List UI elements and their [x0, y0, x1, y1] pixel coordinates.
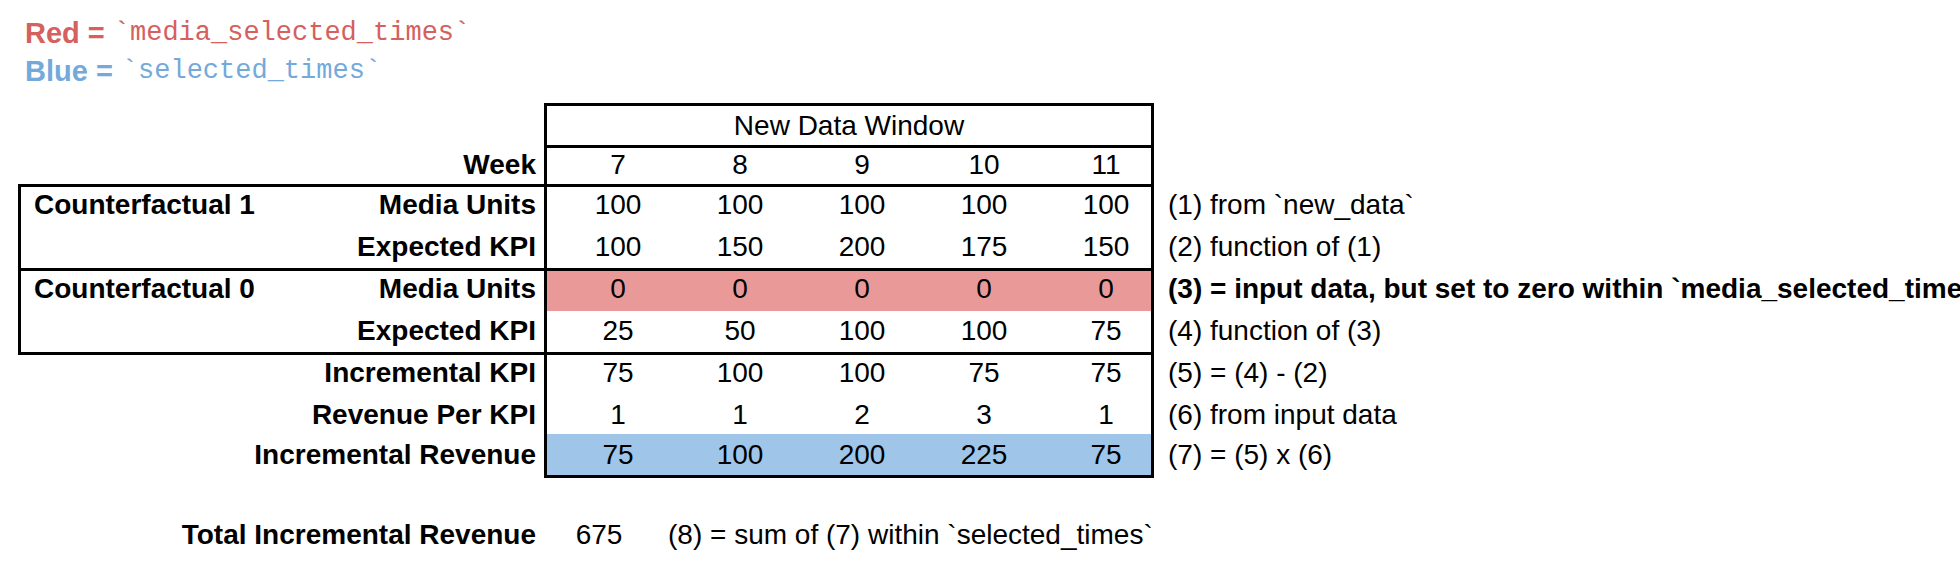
figure-canvas: Red = `media_selected_times` Blue = `sel… [0, 0, 1960, 574]
value-cell: 100 [544, 189, 666, 221]
total-label: Total Incremental Revenue [0, 519, 536, 551]
value-cell: 75 [1032, 439, 1154, 471]
value-cell: 100 [666, 439, 788, 471]
value-cell: 0 [910, 273, 1032, 305]
value-cell: 0 [788, 273, 910, 305]
table-row-expected-kpi-cf0: Expected KPI 25 50 100 100 75 (4) functi… [0, 310, 1960, 352]
row-label: Media Units [0, 189, 536, 221]
new-data-window-header: New Data Window [544, 106, 1154, 145]
row-annotation: (1) from `new_data` [1168, 189, 1414, 221]
value-cell: 75 [910, 357, 1032, 389]
week-header-cell: 7 [544, 149, 666, 181]
row-label: Revenue Per KPI [0, 399, 536, 431]
value-cell: 150 [1032, 231, 1154, 263]
table-row-incremental-revenue: Incremental Revenue 75 100 200 225 75 (7… [0, 434, 1960, 476]
table-row-incremental-kpi: Incremental KPI 75 100 100 75 75 (5) = (… [0, 352, 1960, 394]
week-header-cell: 11 [1032, 149, 1154, 181]
row-annotation: (4) function of (3) [1168, 315, 1381, 347]
row-cells: 0 0 0 0 0 [544, 273, 1154, 305]
row-annotation: (2) function of (1) [1168, 231, 1381, 263]
week-header-cell: 8 [666, 149, 788, 181]
value-cell: 75 [544, 439, 666, 471]
value-cell: 175 [910, 231, 1032, 263]
value-cell: 100 [788, 189, 910, 221]
total-row: Total Incremental Revenue 675 (8) = sum … [0, 514, 1960, 556]
row-annotation: (3) = input data, but set to zero within… [1168, 273, 1960, 305]
week-row-label: Week [0, 149, 536, 181]
week-header-cells: 7 8 9 10 11 [544, 149, 1154, 181]
value-cell: 200 [788, 231, 910, 263]
value-cell: 75 [1032, 315, 1154, 347]
table-row-expected-kpi-cf1: Expected KPI 100 150 200 175 150 (2) fun… [0, 226, 1960, 268]
total-value: 675 [544, 519, 654, 551]
value-cell: 200 [788, 439, 910, 471]
value-cell: 2 [788, 399, 910, 431]
legend-red-code: `media_selected_times` [114, 18, 470, 48]
value-cell: 100 [910, 189, 1032, 221]
row-annotation: (7) = (5) x (6) [1168, 439, 1332, 471]
row-cells: 100 150 200 175 150 [544, 231, 1154, 263]
row-cells: 75 100 100 75 75 [544, 357, 1154, 389]
value-cell: 100 [666, 189, 788, 221]
legend-red-line: Red = `media_selected_times` [25, 14, 470, 52]
value-cell: 1 [666, 399, 788, 431]
row-cells: 25 50 100 100 75 [544, 315, 1154, 347]
value-cell: 225 [910, 439, 1032, 471]
row-cells: 100 100 100 100 100 [544, 189, 1154, 221]
value-cell: 100 [788, 315, 910, 347]
value-cell: 100 [544, 231, 666, 263]
table-row-media-units-cf1: Media Units 100 100 100 100 100 (1) from… [0, 184, 1960, 226]
value-cell: 3 [910, 399, 1032, 431]
row-cells: 75 100 200 225 75 [544, 439, 1154, 471]
legend-blue-label: Blue = [25, 55, 113, 88]
week-header-row: Week 7 8 9 10 11 [0, 145, 1960, 184]
value-cell: 100 [1032, 189, 1154, 221]
row-label: Incremental Revenue [0, 439, 536, 471]
value-cell: 100 [910, 315, 1032, 347]
value-cell: 0 [666, 273, 788, 305]
value-cell: 25 [544, 315, 666, 347]
value-cell: 50 [666, 315, 788, 347]
value-cell: 150 [666, 231, 788, 263]
value-cell: 100 [666, 357, 788, 389]
row-annotation: (5) = (4) - (2) [1168, 357, 1327, 389]
value-cell: 100 [788, 357, 910, 389]
row-cells: 1 1 2 3 1 [544, 399, 1154, 431]
total-annotation: (8) = sum of (7) within `selected_times` [668, 519, 1153, 551]
row-label: Expected KPI [0, 231, 536, 263]
value-cell: 75 [544, 357, 666, 389]
row-label: Media Units [0, 273, 536, 305]
value-cell: 1 [544, 399, 666, 431]
legend: Red = `media_selected_times` Blue = `sel… [25, 14, 470, 90]
week-header-cell: 10 [910, 149, 1032, 181]
legend-blue-line: Blue = `selected_times` [25, 52, 470, 90]
legend-blue-code: `selected_times` [122, 56, 381, 86]
table-row-revenue-per-kpi: Revenue Per KPI 1 1 2 3 1 (6) from input… [0, 394, 1960, 436]
week-header-cell: 9 [788, 149, 910, 181]
value-cell: 0 [1032, 273, 1154, 305]
table-row-media-units-cf0: Media Units 0 0 0 0 0 (3) = input data, … [0, 268, 1960, 310]
row-label: Incremental KPI [0, 357, 536, 389]
value-cell: 75 [1032, 357, 1154, 389]
row-label: Expected KPI [0, 315, 536, 347]
legend-red-label: Red = [25, 17, 105, 50]
row-annotation: (6) from input data [1168, 399, 1397, 431]
value-cell: 1 [1032, 399, 1154, 431]
value-cell: 0 [544, 273, 666, 305]
